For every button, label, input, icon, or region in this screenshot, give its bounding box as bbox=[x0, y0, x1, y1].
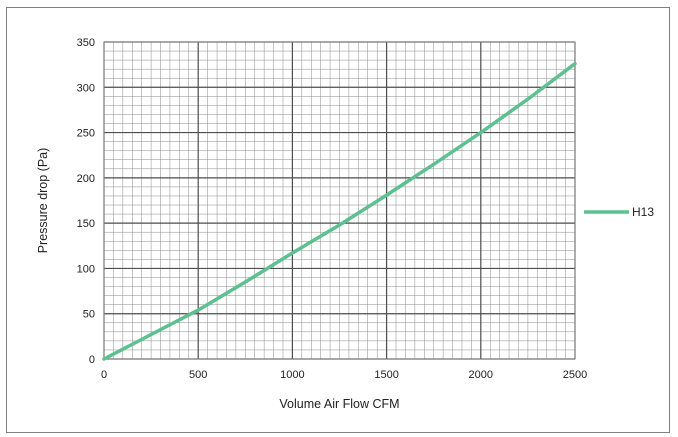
x-axis-ticks: 0 500 1000 1500 2000 2500 bbox=[101, 369, 587, 381]
y-axis-ticks: 0 50 100 150 200 250 300 350 bbox=[77, 37, 95, 366]
x-tick-label: 1000 bbox=[280, 369, 304, 381]
y-tick-label: 200 bbox=[77, 173, 95, 185]
y-tick-label: 0 bbox=[89, 354, 95, 366]
x-tick-label: 2000 bbox=[469, 369, 493, 381]
x-tick-label: 1500 bbox=[374, 369, 398, 381]
series-layer bbox=[102, 61, 577, 361]
minor-gridlines bbox=[103, 41, 576, 360]
y-tick-label: 250 bbox=[77, 128, 95, 140]
plot-area-border bbox=[103, 41, 576, 360]
y-tick-label: 100 bbox=[77, 263, 95, 275]
legend: H13 bbox=[584, 205, 654, 219]
x-tick-label: 500 bbox=[189, 369, 207, 381]
series-line-h13 bbox=[102, 61, 577, 361]
y-tick-label: 300 bbox=[77, 82, 95, 94]
x-axis-title: Volume Air Flow CFM bbox=[279, 397, 399, 411]
x-tick-label: 2500 bbox=[563, 369, 587, 381]
legend-label-h13: H13 bbox=[632, 205, 654, 219]
y-tick-label: 350 bbox=[77, 37, 95, 49]
x-tick-label: 0 bbox=[101, 369, 107, 381]
y-axis-title: Pressure drop (Pa) bbox=[36, 148, 50, 254]
y-tick-label: 50 bbox=[83, 309, 95, 321]
y-tick-label: 150 bbox=[77, 218, 95, 230]
